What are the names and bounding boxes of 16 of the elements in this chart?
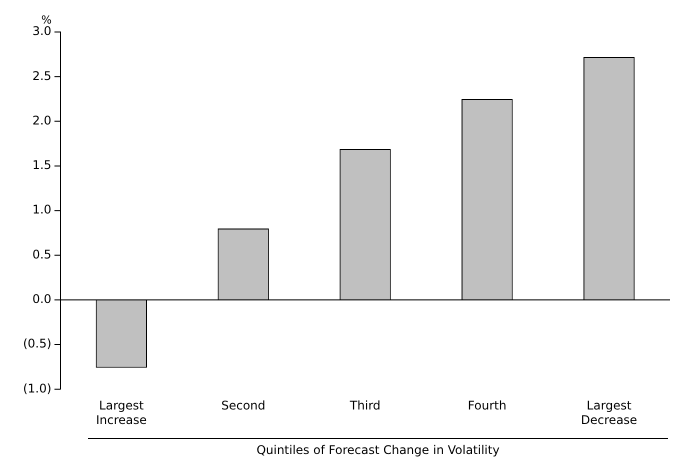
x-tick-label: Second — [221, 398, 266, 413]
x-axis-title: Quintiles of Forecast Change in Volatility — [88, 438, 668, 457]
x-tick-label: Largest Increase — [96, 398, 147, 427]
y-tick-label: 3.0 — [32, 24, 52, 38]
y-tick-label: 2.5 — [32, 68, 52, 83]
x-tick-label: Largest Decrease — [580, 398, 638, 427]
x-tick-label: Third — [348, 398, 381, 413]
y-tick-label: 2.0 — [32, 113, 52, 128]
y-axis-title: % — [41, 13, 52, 26]
y-tick-label: (1.0) — [22, 381, 52, 396]
y-tick-label: 0.0 — [32, 292, 52, 306]
y-tick-label: 0.5 — [32, 247, 52, 262]
y-tick-label: (0.5) — [22, 336, 52, 351]
y-tick-label: 1.5 — [32, 158, 52, 172]
x-tick-label: Fourth — [468, 398, 506, 413]
y-tick-label: 1.0 — [32, 202, 52, 217]
